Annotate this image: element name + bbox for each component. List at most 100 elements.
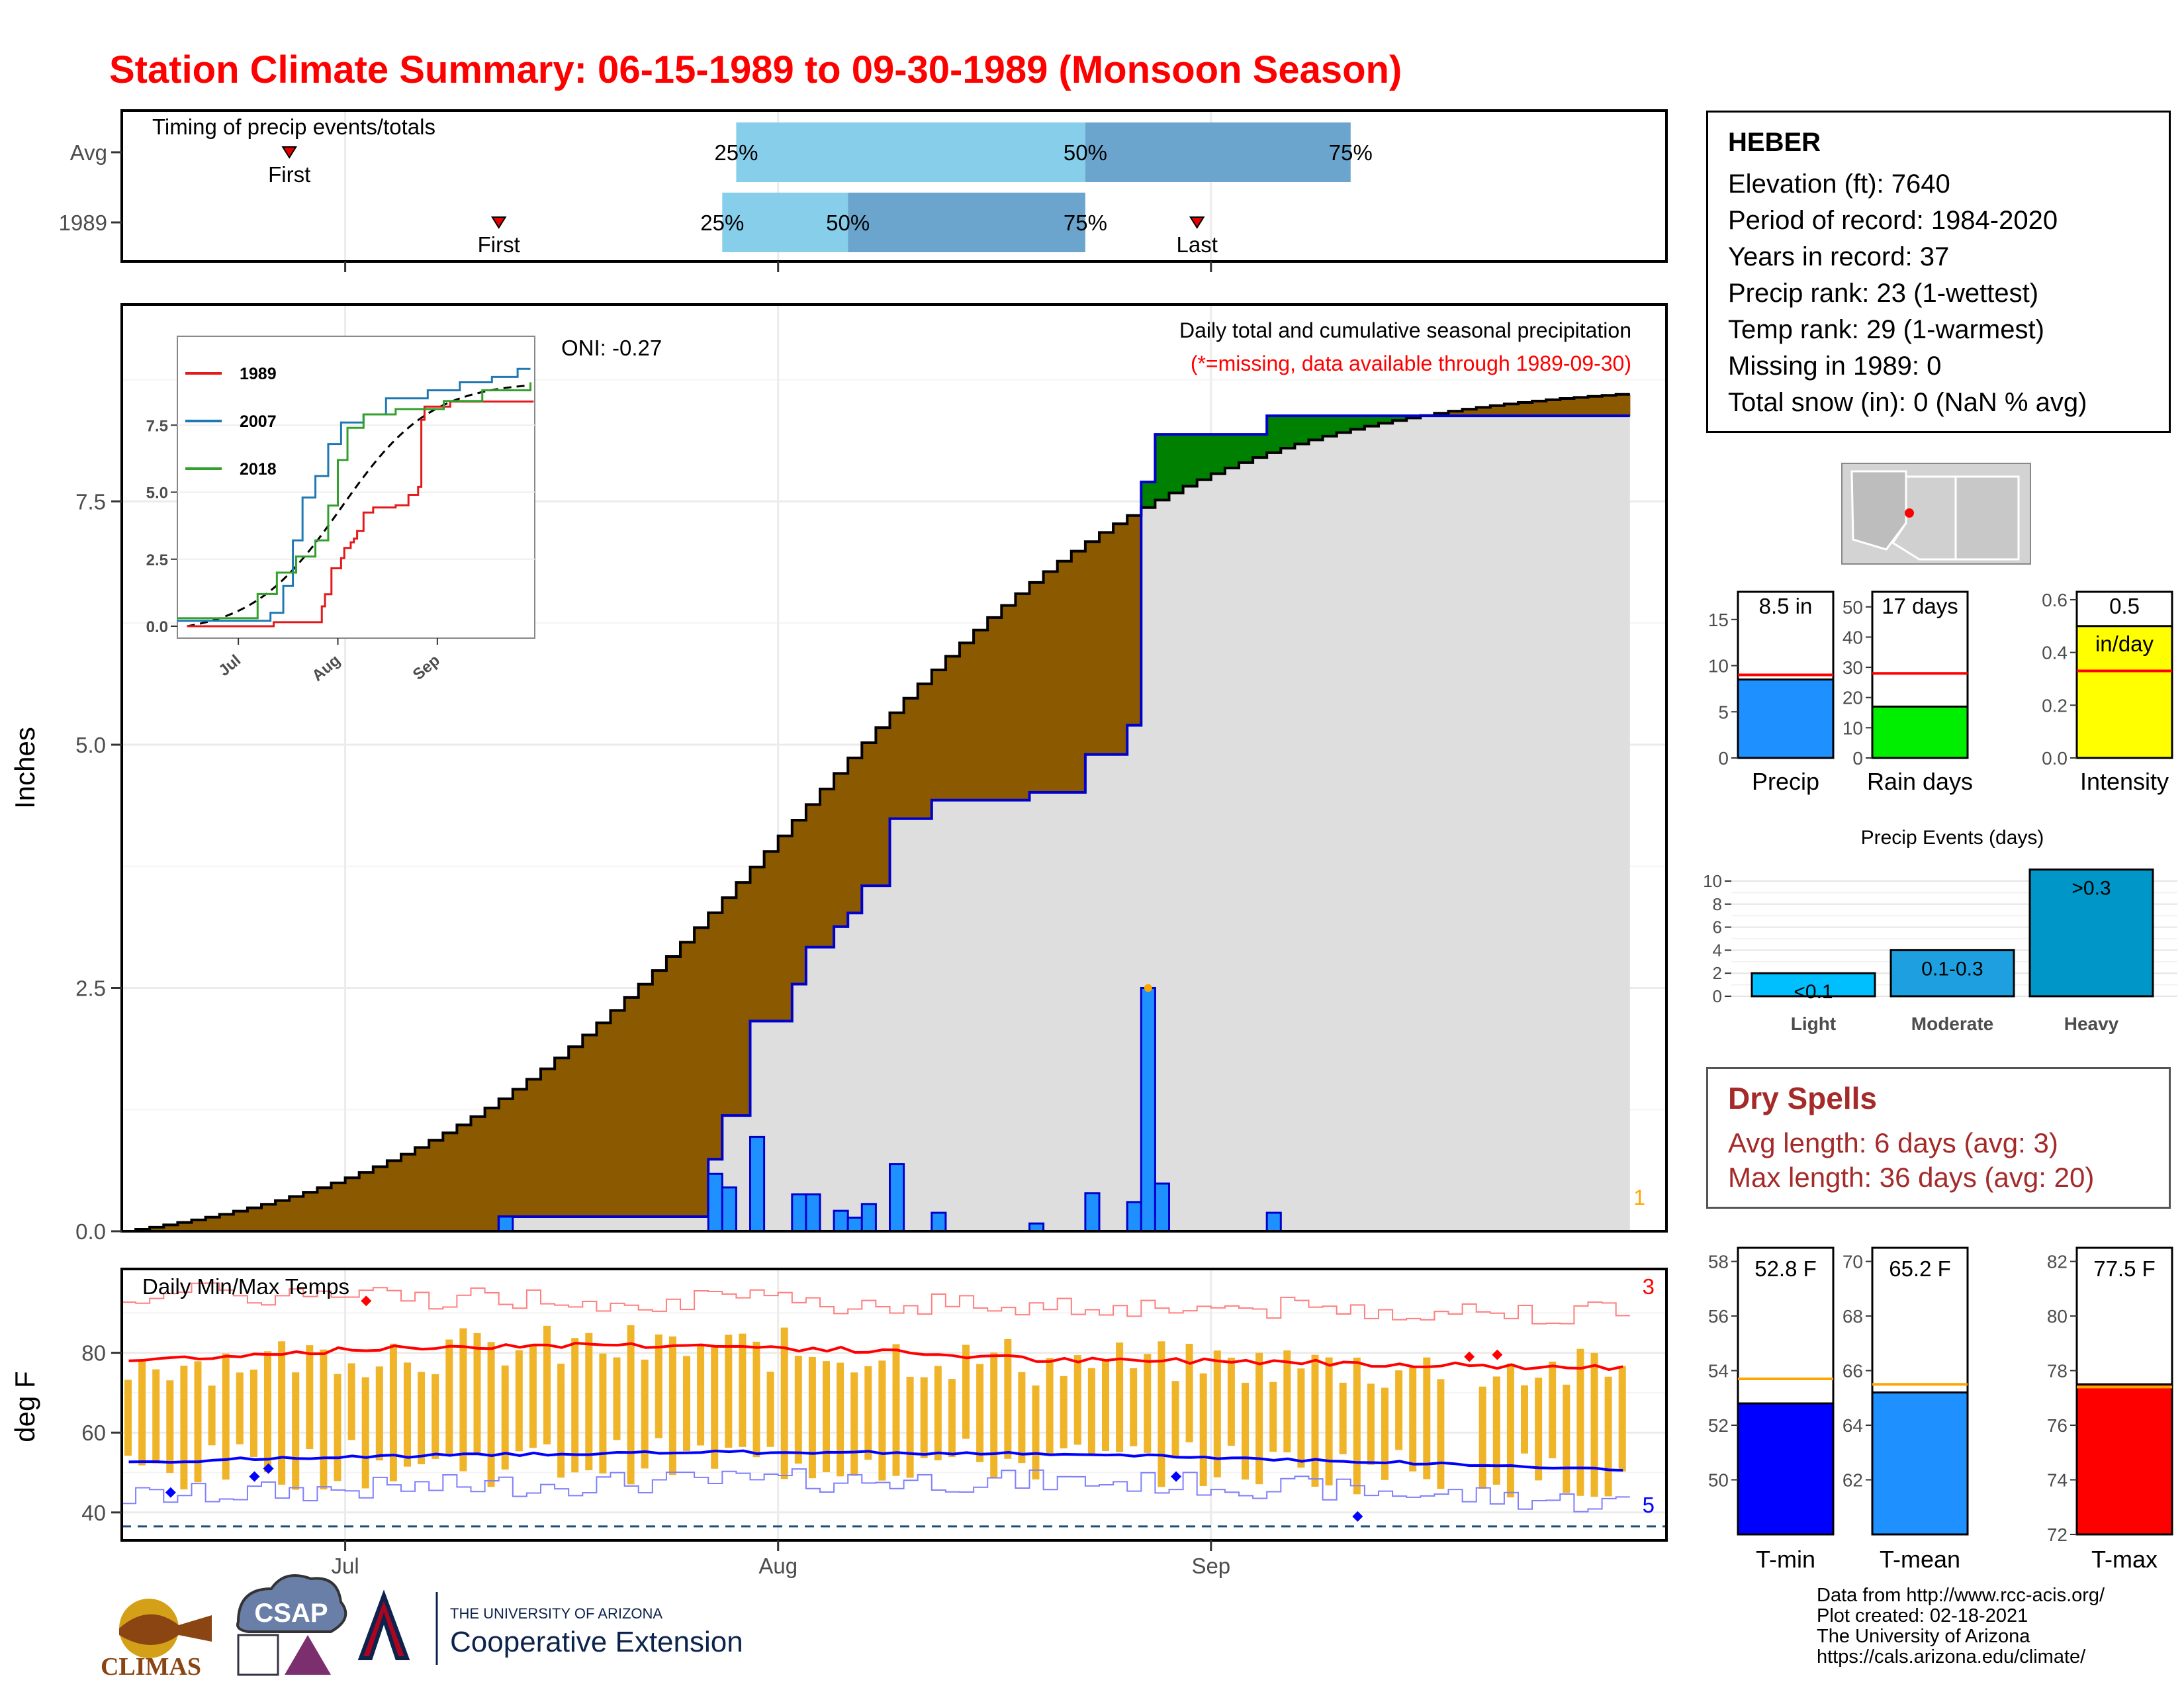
temp-panel-frame xyxy=(120,1268,1668,1542)
record-high-marker xyxy=(1464,1351,1475,1362)
missing-note: (*=missing, data available through 1989-… xyxy=(1191,352,1631,375)
daily-temp-bar xyxy=(752,1341,760,1458)
daily-precip-bar xyxy=(721,1186,737,1233)
daily-temp-bar xyxy=(920,1377,928,1458)
timing-label: Timing of precip events/totals xyxy=(152,115,435,139)
summary-tick-label: 0 xyxy=(1718,748,1729,769)
daily-temp-bar xyxy=(278,1341,286,1485)
daily-temp-bar xyxy=(1018,1372,1026,1464)
daily-temp-bar xyxy=(250,1369,257,1457)
precip-ytick-label: 0.0 xyxy=(75,1219,106,1244)
temp-summary-tick-label: 74 xyxy=(2047,1470,2068,1491)
daily-precip-bar xyxy=(1126,1201,1142,1233)
temp-summary-tick-label: 54 xyxy=(1708,1361,1729,1382)
station-temp-rank: Temp rank: 29 (1-warmest) xyxy=(1728,315,2044,344)
timing-pct-label: 50% xyxy=(1064,140,1107,165)
temp-ytick-label: 60 xyxy=(81,1421,106,1445)
deficit-fill xyxy=(526,1079,541,1217)
deficit-fill xyxy=(484,1107,500,1231)
deficit-fill xyxy=(247,1207,262,1231)
daily-temp-bar xyxy=(1060,1376,1068,1448)
deficit-fill xyxy=(931,670,946,800)
daily-precip-bar xyxy=(860,1203,877,1233)
credit-line: https://cals.arizona.edu/climate/ xyxy=(1817,1646,2086,1667)
daily-temp-bar xyxy=(585,1333,593,1471)
temp-ylabel: deg F xyxy=(9,1371,40,1442)
station-period: Period of record: 1984-2020 xyxy=(1728,206,2058,235)
daily-temp-bar xyxy=(892,1344,900,1476)
deficit-fill xyxy=(1602,395,1617,416)
daily-temp-bar xyxy=(850,1372,858,1476)
daily-temp-bar xyxy=(264,1351,271,1472)
map-new-mexico xyxy=(1954,475,2020,561)
record-low-marker xyxy=(1352,1511,1363,1522)
deficit-fill xyxy=(1448,411,1463,416)
events-title: Precip Events (days) xyxy=(1861,827,2044,849)
timing-row-label: Avg xyxy=(70,140,107,165)
temp-summary-tick-label: 70 xyxy=(1843,1252,1863,1272)
summary-tick-label: 0.4 xyxy=(2042,643,2068,663)
daily-temp-bar xyxy=(375,1366,383,1461)
deficit-fill xyxy=(960,643,974,800)
daily-temp-bar xyxy=(1102,1360,1109,1451)
inset-series-2007 xyxy=(177,367,531,622)
deficit-fill xyxy=(1518,402,1533,416)
daily-temp-bar xyxy=(1506,1363,1514,1497)
deficit-fill xyxy=(150,1227,164,1231)
daily-temp-bar xyxy=(1423,1357,1431,1479)
inset-legend-label: 1989 xyxy=(240,365,277,383)
record-high-marker xyxy=(361,1295,372,1307)
daily-temp-bar xyxy=(668,1336,676,1476)
daily-temp-bar xyxy=(445,1339,453,1454)
daily-temp-bar xyxy=(1144,1354,1152,1453)
timing-row-label: 1989 xyxy=(59,211,107,235)
daily-temp-bar xyxy=(1395,1370,1403,1450)
record-low-marker xyxy=(263,1463,274,1474)
temp-summary-value: 77.5 F xyxy=(2093,1256,2156,1281)
daily-temp-bar xyxy=(1437,1379,1445,1489)
station-years: Years in record: 37 xyxy=(1728,242,1950,271)
avg-min-line xyxy=(128,1449,1623,1472)
deficit-fill xyxy=(764,851,779,1021)
deficit-fill xyxy=(1127,515,1142,726)
temp-summary-tick-label: 82 xyxy=(2047,1252,2068,1272)
inset-legend-label: 2018 xyxy=(240,460,277,479)
deficit-fill xyxy=(415,1147,430,1231)
temp-ytick-label: 80 xyxy=(81,1341,106,1366)
inset-avg-line xyxy=(187,384,531,628)
deficit-fill xyxy=(1546,399,1561,416)
dry-spells-avg: Avg length: 6 days (avg: 3) xyxy=(1728,1127,2058,1158)
deficit-fill xyxy=(498,1098,514,1217)
temp-content xyxy=(122,1282,1666,1528)
inset-ytick-label: 5.0 xyxy=(146,485,168,502)
daily-temp-bar xyxy=(432,1374,439,1459)
deficit-fill xyxy=(1462,409,1477,416)
surplus-fill xyxy=(1155,434,1170,500)
daily-precip-bar xyxy=(498,1215,514,1233)
summary-value: 17 days xyxy=(1882,594,1958,618)
surplus-fill xyxy=(1169,434,1184,493)
deficit-fill xyxy=(457,1125,472,1231)
daily-precip-bar xyxy=(1265,1211,1282,1233)
daily-temp-bar xyxy=(1269,1382,1277,1452)
temp-summary-tick-label: 80 xyxy=(2047,1306,2068,1327)
deficit-fill xyxy=(750,867,765,1021)
summary-tick-label: 20 xyxy=(1843,688,1863,708)
temp-summary-label: T-max xyxy=(2091,1546,2158,1573)
daily-temp-bar xyxy=(347,1363,355,1440)
daily-temp-bar xyxy=(222,1353,230,1480)
events-category-label: Light xyxy=(1791,1013,1836,1034)
deficit-fill xyxy=(1532,400,1547,416)
daily-temp-bar xyxy=(1367,1383,1375,1465)
temp-y-axis: 40 60 80 xyxy=(81,1341,122,1525)
daily-temp-bar xyxy=(473,1333,481,1454)
temp-summary-label: T-mean xyxy=(1880,1546,1960,1573)
timing-marker-label: Last xyxy=(1177,232,1218,257)
max-precip-marker xyxy=(1144,984,1152,992)
events-bar xyxy=(1751,972,1876,998)
temp-label: Daily Min/Max Temps xyxy=(142,1274,349,1299)
summary-tick-label: 50 xyxy=(1843,597,1863,618)
precip-events-chart: Precip Events (days) 0 2 4 6 8 10 <0.1 Light 0.1-… xyxy=(1703,827,2177,1034)
daily-precip-bar xyxy=(1154,1182,1171,1233)
surplus-fill xyxy=(1322,416,1338,436)
